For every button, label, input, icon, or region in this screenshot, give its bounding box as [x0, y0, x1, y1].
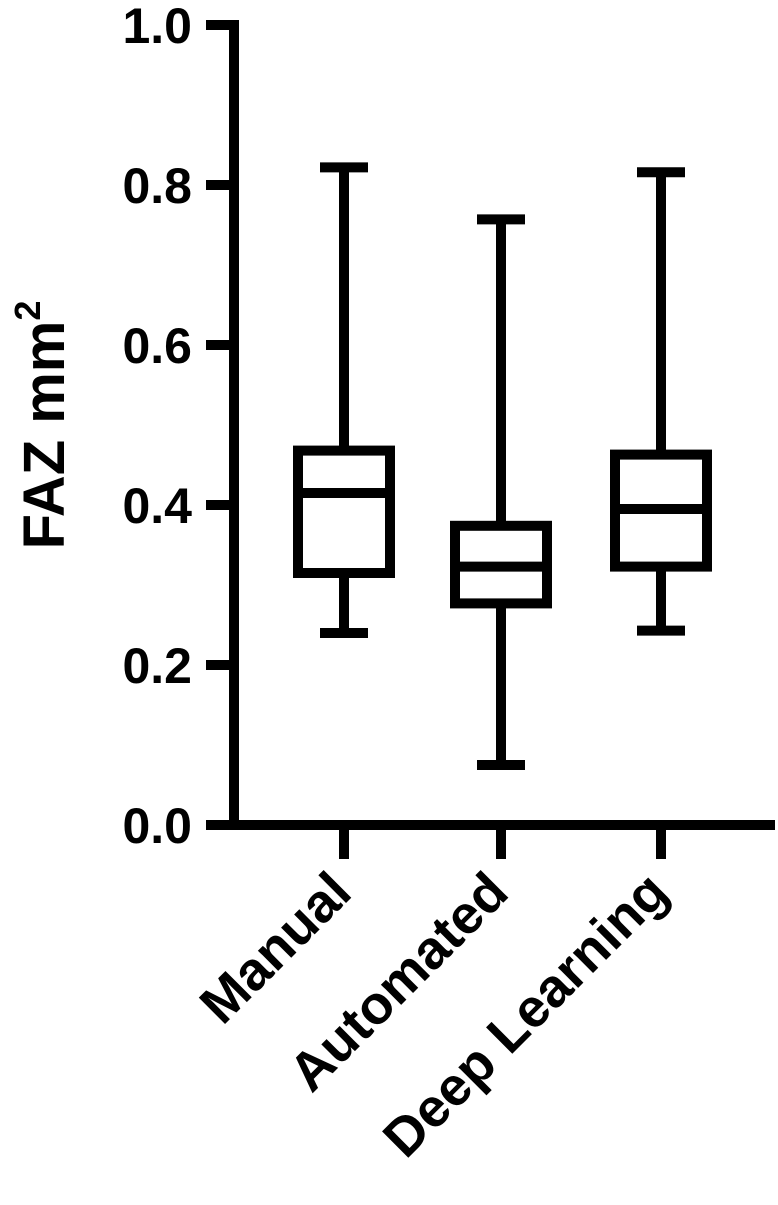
- box-deep-learning: [610, 167, 712, 636]
- iqr-box: [293, 445, 395, 579]
- y-tick-label: 0.0: [122, 798, 192, 854]
- y-tick-label: 1.0: [122, 0, 192, 54]
- y-tick-label: 0.8: [122, 158, 192, 214]
- y-axis-title-superscript: 2: [7, 301, 48, 321]
- y-axis-ticks: 0.0 0.2 0.4 0.6 0.8 1.0: [122, 0, 234, 854]
- y-tick-label: 0.2: [122, 638, 192, 694]
- x-tick-label: Deep Learning: [372, 861, 680, 1169]
- box-manual: [293, 162, 395, 638]
- box-series: [293, 162, 712, 770]
- y-axis-title-text: FAZ mm: [12, 321, 77, 550]
- y-axis-title-group: FAZ mm2: [7, 301, 77, 550]
- box-automated: [450, 214, 552, 770]
- y-axis-title: FAZ mm2: [7, 301, 77, 550]
- y-tick-label: 0.6: [122, 318, 192, 374]
- y-tick-label: 0.4: [122, 478, 192, 534]
